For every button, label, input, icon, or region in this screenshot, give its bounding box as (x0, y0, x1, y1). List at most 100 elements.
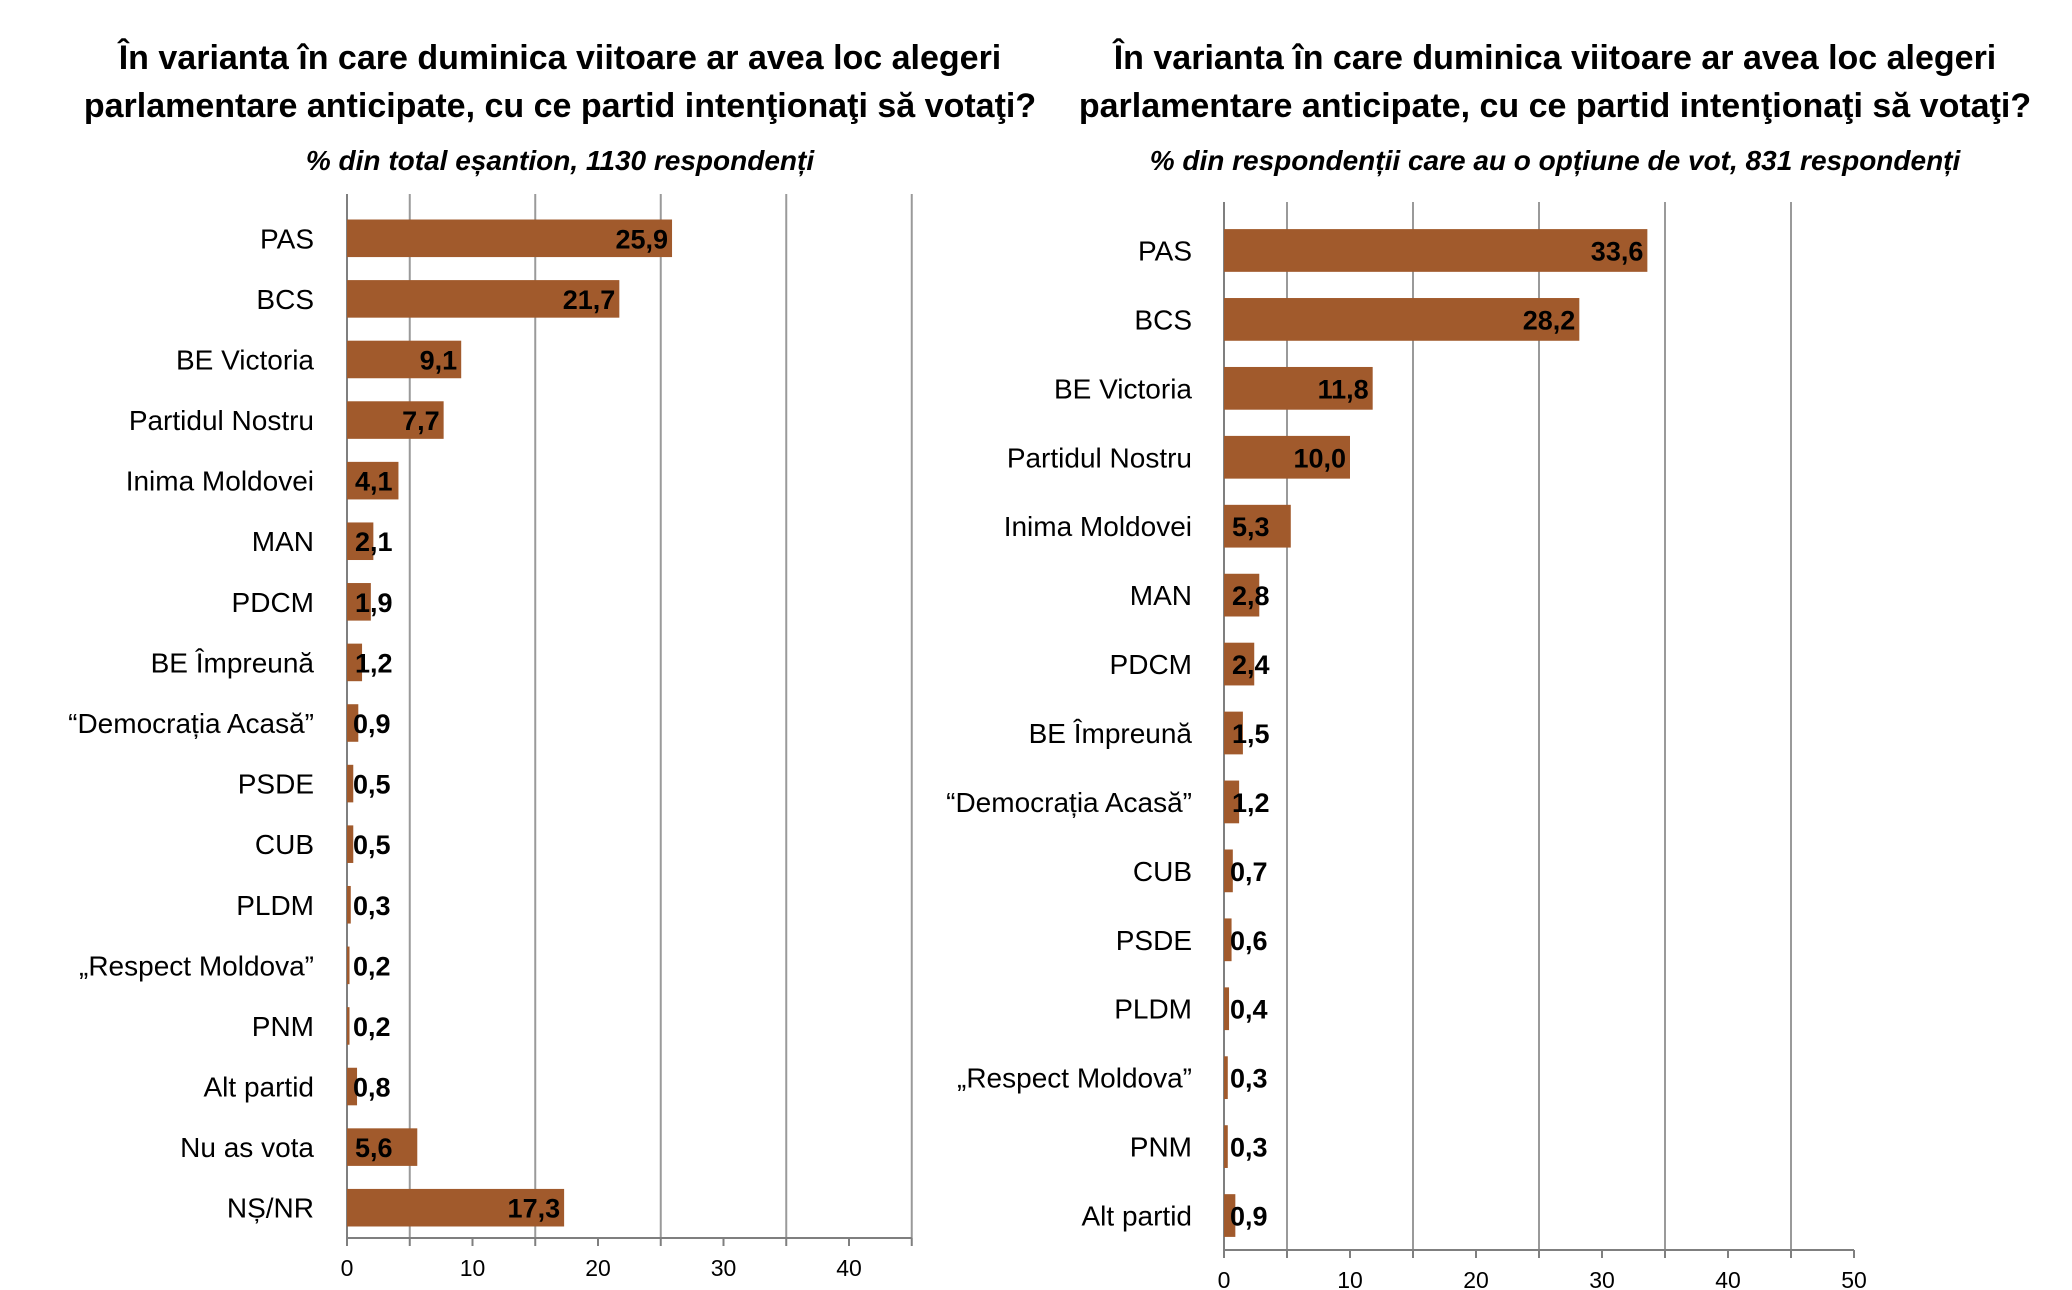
bar (1224, 573, 1260, 617)
x-tick-label: 0 (341, 1255, 354, 1281)
value-label: 9,1 (420, 345, 458, 375)
value-label: 0,7 (1230, 857, 1268, 887)
value-label: 0,3 (353, 891, 391, 921)
category-label: PLDM (1114, 994, 1192, 1025)
bar (347, 704, 359, 742)
category-label: NȘ/NR (227, 1193, 314, 1224)
value-label: 0,6 (1230, 926, 1268, 956)
bar (347, 885, 351, 924)
category-label: PDCM (232, 587, 314, 618)
bar (1224, 987, 1230, 1031)
category-label: MAN (252, 526, 314, 557)
value-label: 0,3 (1230, 1064, 1268, 1094)
category-label: CUB (1133, 856, 1192, 887)
value-label: 28,2 (1523, 305, 1576, 335)
category-label: „Respect Moldova” (79, 950, 314, 981)
category-label: PSDE (1116, 925, 1192, 956)
value-label: 1,5 (1232, 719, 1270, 749)
value-label: 1,9 (355, 588, 393, 618)
value-label: 0,5 (353, 770, 391, 800)
chart-right-panel: În varianta în care duminica viitoare ar… (946, 0, 2072, 1290)
category-label: BE Victoria (1054, 373, 1192, 404)
bar (347, 1128, 418, 1166)
chart-left-panel: În varianta în care duminica viitoare ar… (68, 39, 1037, 1281)
category-label: BE Victoria (176, 344, 314, 375)
bar (347, 825, 354, 863)
bar (1224, 1194, 1236, 1237)
bar (347, 764, 354, 803)
bar (347, 946, 350, 985)
category-label: Alt partid (204, 1072, 315, 1103)
bar (1224, 1125, 1228, 1168)
chart-right-plot: 0 10 20 30 40 50 PAS 33,6 BCS 28,2 BE Victoria 11,8… (946, 202, 1867, 1290)
value-label: 0,2 (353, 951, 391, 981)
x-tick-label: 40 (836, 1255, 862, 1281)
category-label: “Democrația Acasă” (68, 708, 314, 739)
value-label: 0,4 (1230, 995, 1268, 1025)
value-label: 0,9 (353, 709, 391, 739)
chart-left-subtitle: % din total eșantion, 1130 respondenți (305, 145, 815, 176)
value-label: 2,8 (1232, 581, 1270, 611)
category-label: PAS (260, 223, 314, 254)
x-tick-label: 20 (585, 1255, 611, 1281)
x-tick-label: 0 (1218, 1267, 1231, 1290)
value-label: 4,1 (355, 467, 393, 497)
bar (347, 461, 399, 500)
bar (347, 280, 620, 318)
category-label: PLDM (236, 890, 314, 921)
category-label: PSDE (238, 769, 314, 800)
category-label: Nu as vota (180, 1132, 314, 1163)
category-label: PAS (1138, 235, 1192, 266)
bar (1224, 642, 1255, 686)
category-label: Inima Moldovei (1004, 511, 1192, 542)
bar (347, 1188, 565, 1227)
category-label: PNM (252, 1011, 314, 1042)
value-label: 0,3 (1230, 1133, 1268, 1163)
bar (347, 643, 363, 682)
value-label: 0,5 (353, 830, 391, 860)
value-label: 5,3 (1232, 512, 1270, 542)
bar (1224, 435, 1350, 479)
category-label: CUB (255, 829, 314, 860)
value-label: 10,0 (1293, 443, 1346, 473)
bar (1224, 229, 1648, 272)
value-label: 7,7 (402, 406, 440, 436)
bar (347, 219, 673, 258)
bar (1224, 298, 1580, 341)
x-tick-label: 10 (1337, 1267, 1363, 1290)
bar (347, 1007, 350, 1045)
bar (347, 522, 374, 561)
x-tick-label: 40 (1715, 1267, 1741, 1290)
bar (347, 340, 462, 379)
value-label: 1,2 (355, 648, 393, 678)
value-label: 0,2 (353, 1012, 391, 1042)
value-label: 25,9 (615, 224, 668, 254)
value-label: 17,3 (508, 1194, 561, 1224)
category-label: Inima Moldovei (126, 466, 314, 497)
value-label: 5,6 (355, 1133, 393, 1163)
x-tick-label: 10 (460, 1255, 486, 1281)
value-label: 2,4 (1232, 650, 1270, 680)
category-label: PNM (1130, 1132, 1192, 1163)
bar (347, 583, 371, 621)
bar (1224, 1056, 1228, 1100)
chart-right-title: În varianta în care duminica viitoare ar… (1078, 39, 2032, 125)
category-label: BE Împreună (1029, 718, 1193, 749)
value-label: 0,8 (353, 1073, 391, 1103)
category-label: Partidul Nostru (129, 405, 314, 436)
category-label: BCS (256, 284, 314, 315)
category-label: BCS (1134, 304, 1192, 335)
category-label: “Democrația Acasă” (946, 787, 1192, 818)
chart-left-title: În varianta în care duminica viitoare ar… (83, 39, 1037, 125)
category-label: Alt partid (1082, 1201, 1193, 1232)
value-label: 33,6 (1591, 236, 1644, 266)
chart-left-plot: 0 10 20 30 40 PAS 25,9 BCS 21,7 BE Victoria 9,1 Par… (68, 194, 913, 1281)
chart-right-subtitle: % din respondenții care au o opțiune de … (1149, 145, 1961, 176)
category-label: MAN (1130, 580, 1192, 611)
category-label: PDCM (1110, 649, 1192, 680)
category-label: Partidul Nostru (1007, 442, 1192, 473)
bar (347, 1067, 358, 1106)
value-label: 11,8 (1318, 374, 1369, 404)
bar (347, 401, 444, 439)
x-tick-label: 30 (711, 1255, 737, 1281)
